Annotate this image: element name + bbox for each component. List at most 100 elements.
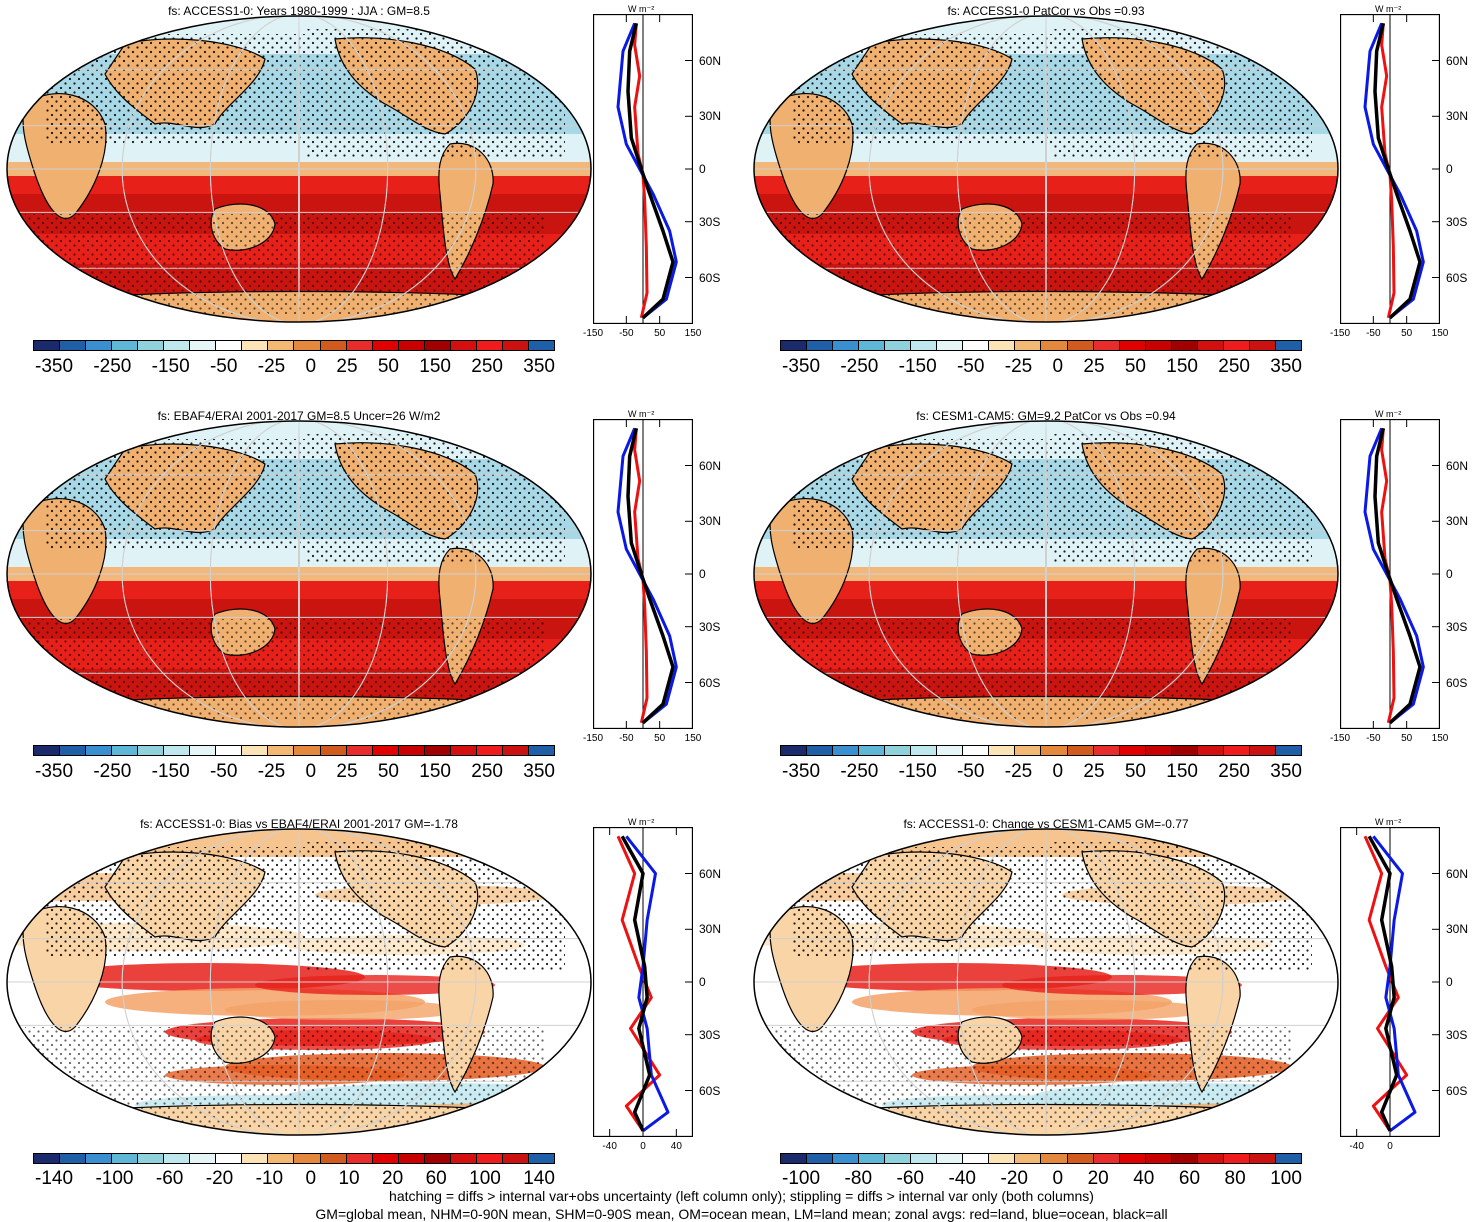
colorbar-label: -40 bbox=[948, 1168, 976, 1189]
colorbar-swatch bbox=[1145, 341, 1172, 350]
colorbar-swatch bbox=[885, 746, 912, 755]
colorbar-label: -25 bbox=[1004, 356, 1033, 377]
colorbar-swatch bbox=[1171, 746, 1198, 755]
latitude-label: 60N bbox=[1446, 53, 1469, 68]
colorbar-label: 20 bbox=[1087, 1168, 1109, 1189]
colorbar-label: -350 bbox=[35, 356, 74, 377]
colorbar-swatch bbox=[1223, 341, 1250, 350]
colorbar-label: 250 bbox=[471, 761, 503, 782]
colorbar-swatch bbox=[112, 746, 139, 755]
world-map bbox=[6, 828, 592, 1136]
colorbar-label: 150 bbox=[419, 761, 451, 782]
colorbar-label: -140 bbox=[35, 1168, 74, 1189]
colorbar-label: 60 bbox=[1178, 1168, 1201, 1189]
colorbar-swatch bbox=[346, 341, 373, 350]
colorbar-swatch bbox=[476, 746, 503, 755]
zonal-average-plot bbox=[593, 419, 693, 729]
colorbar-swatch bbox=[911, 746, 938, 755]
colorbar-label: -50 bbox=[956, 761, 985, 782]
colorbar-label: 0 bbox=[305, 356, 317, 377]
colorbar-labels: -350 -250 -150 -50 -25 0 25 50 150 250 350 bbox=[35, 356, 555, 378]
latitude-label: 30N bbox=[1446, 922, 1469, 937]
colorbar-label: 25 bbox=[1083, 761, 1105, 782]
colorbar-label: -50 bbox=[956, 356, 985, 377]
colorbar-swatch bbox=[190, 746, 217, 755]
zonal-unit-label: W m⁻² bbox=[628, 4, 655, 14]
colorbar-swatch bbox=[216, 1154, 243, 1163]
colorbar-swatch bbox=[424, 746, 451, 755]
colorbar-label: 50 bbox=[377, 356, 399, 377]
latitude-label: 60N bbox=[699, 53, 722, 68]
colorbar-swatch bbox=[937, 341, 964, 350]
latitude-label: 0 bbox=[1446, 567, 1453, 581]
colorbar-swatch bbox=[86, 341, 113, 350]
colorbar-label: 25 bbox=[336, 761, 358, 782]
colorbar-swatch bbox=[1197, 746, 1224, 755]
colorbar-swatch bbox=[1119, 341, 1146, 350]
colorbar-label: 350 bbox=[523, 761, 555, 782]
colorbar-swatch bbox=[60, 341, 87, 350]
colorbar-label: -10 bbox=[255, 1168, 284, 1189]
footer-line-1: hatching = diffs > internal var+obs unce… bbox=[389, 1188, 1094, 1204]
colorbar-swatch bbox=[1041, 746, 1068, 755]
latitude-label: 60S bbox=[1446, 675, 1468, 690]
latitude-label: 60S bbox=[699, 1083, 721, 1098]
colorbar-swatch bbox=[242, 746, 269, 755]
colorbar-swatch bbox=[911, 1154, 938, 1163]
colorbar-swatch bbox=[1093, 746, 1120, 755]
colorbar-swatch bbox=[781, 341, 808, 350]
zonal-x-tick-label: 150 bbox=[684, 328, 702, 339]
latitude-label: 30S bbox=[1446, 619, 1468, 634]
colorbar-swatch bbox=[216, 746, 243, 755]
panel-title: fs: ACCESS1-0: Years 1980-1999 : JJA : G… bbox=[168, 4, 430, 18]
colorbar-swatch bbox=[112, 1154, 139, 1163]
colorbar-label: 50 bbox=[1124, 761, 1146, 782]
colorbar-label: -250 bbox=[93, 761, 132, 782]
colorbar-label: -350 bbox=[35, 761, 74, 782]
zonal-x-tick-label: 150 bbox=[684, 733, 702, 744]
world-map bbox=[753, 828, 1339, 1136]
colorbar-label: -50 bbox=[209, 761, 238, 782]
colorbar-swatch bbox=[242, 1154, 269, 1163]
colorbar-label: 25 bbox=[1083, 356, 1105, 377]
colorbar-swatch bbox=[833, 746, 860, 755]
colorbar-swatch bbox=[190, 1154, 217, 1163]
latitude-label: 0 bbox=[1446, 975, 1453, 989]
colorbar-swatch bbox=[1015, 1154, 1042, 1163]
colorbar-swatch bbox=[320, 746, 347, 755]
colorbar-swatch bbox=[528, 746, 554, 755]
zonal-x-tick-label: 50 bbox=[654, 733, 666, 744]
panel-title: fs: ACCESS1-0: Bias vs EBAF4/ERAI 2001-2… bbox=[140, 817, 458, 831]
colorbar-swatch bbox=[1197, 341, 1224, 350]
latitude-label: 0 bbox=[699, 567, 706, 581]
zonal-x-tick-label: 150 bbox=[1431, 733, 1449, 744]
colorbar-swatch bbox=[398, 341, 425, 350]
zonal-x-tick-label: -50 bbox=[619, 328, 634, 339]
colorbar-swatch bbox=[1119, 746, 1146, 755]
colorbar-swatch bbox=[164, 1154, 191, 1163]
latitude-label: 30S bbox=[1446, 1027, 1468, 1042]
zonal-average-plot bbox=[593, 14, 693, 324]
colorbar-swatch bbox=[34, 341, 61, 350]
colorbar-label: 250 bbox=[1218, 761, 1250, 782]
colorbar-labels: -350 -250 -150 -50 -25 0 25 50 150 250 350 bbox=[782, 356, 1302, 378]
zonal-x-tick-label: -40 bbox=[602, 1141, 617, 1152]
zonal-x-tick-label: -50 bbox=[1366, 328, 1381, 339]
colorbar-label: 0 bbox=[1052, 1168, 1064, 1189]
colorbar-swatch bbox=[502, 746, 529, 755]
colorbar-swatch bbox=[937, 746, 964, 755]
colorbar-swatch bbox=[372, 746, 399, 755]
colorbar-labels: -350 -250 -150 -50 -25 0 25 50 150 250 350 bbox=[782, 761, 1302, 783]
colorbar-swatch bbox=[346, 1154, 373, 1163]
colorbar-label: 0 bbox=[1052, 356, 1064, 377]
latitude-label: 30N bbox=[699, 514, 722, 529]
colorbar-swatch bbox=[1041, 341, 1068, 350]
colorbar-swatch bbox=[859, 341, 886, 350]
colorbar-label: -20 bbox=[205, 1168, 234, 1189]
zonal-unit-label: W m⁻² bbox=[1375, 817, 1402, 827]
colorbar-swatch bbox=[807, 1154, 834, 1163]
zonal-x-tick-label: -150 bbox=[582, 328, 603, 339]
colorbar-swatch bbox=[424, 341, 451, 350]
colorbar-label: 100 bbox=[1270, 1168, 1302, 1189]
colorbar-label: -350 bbox=[782, 761, 821, 782]
